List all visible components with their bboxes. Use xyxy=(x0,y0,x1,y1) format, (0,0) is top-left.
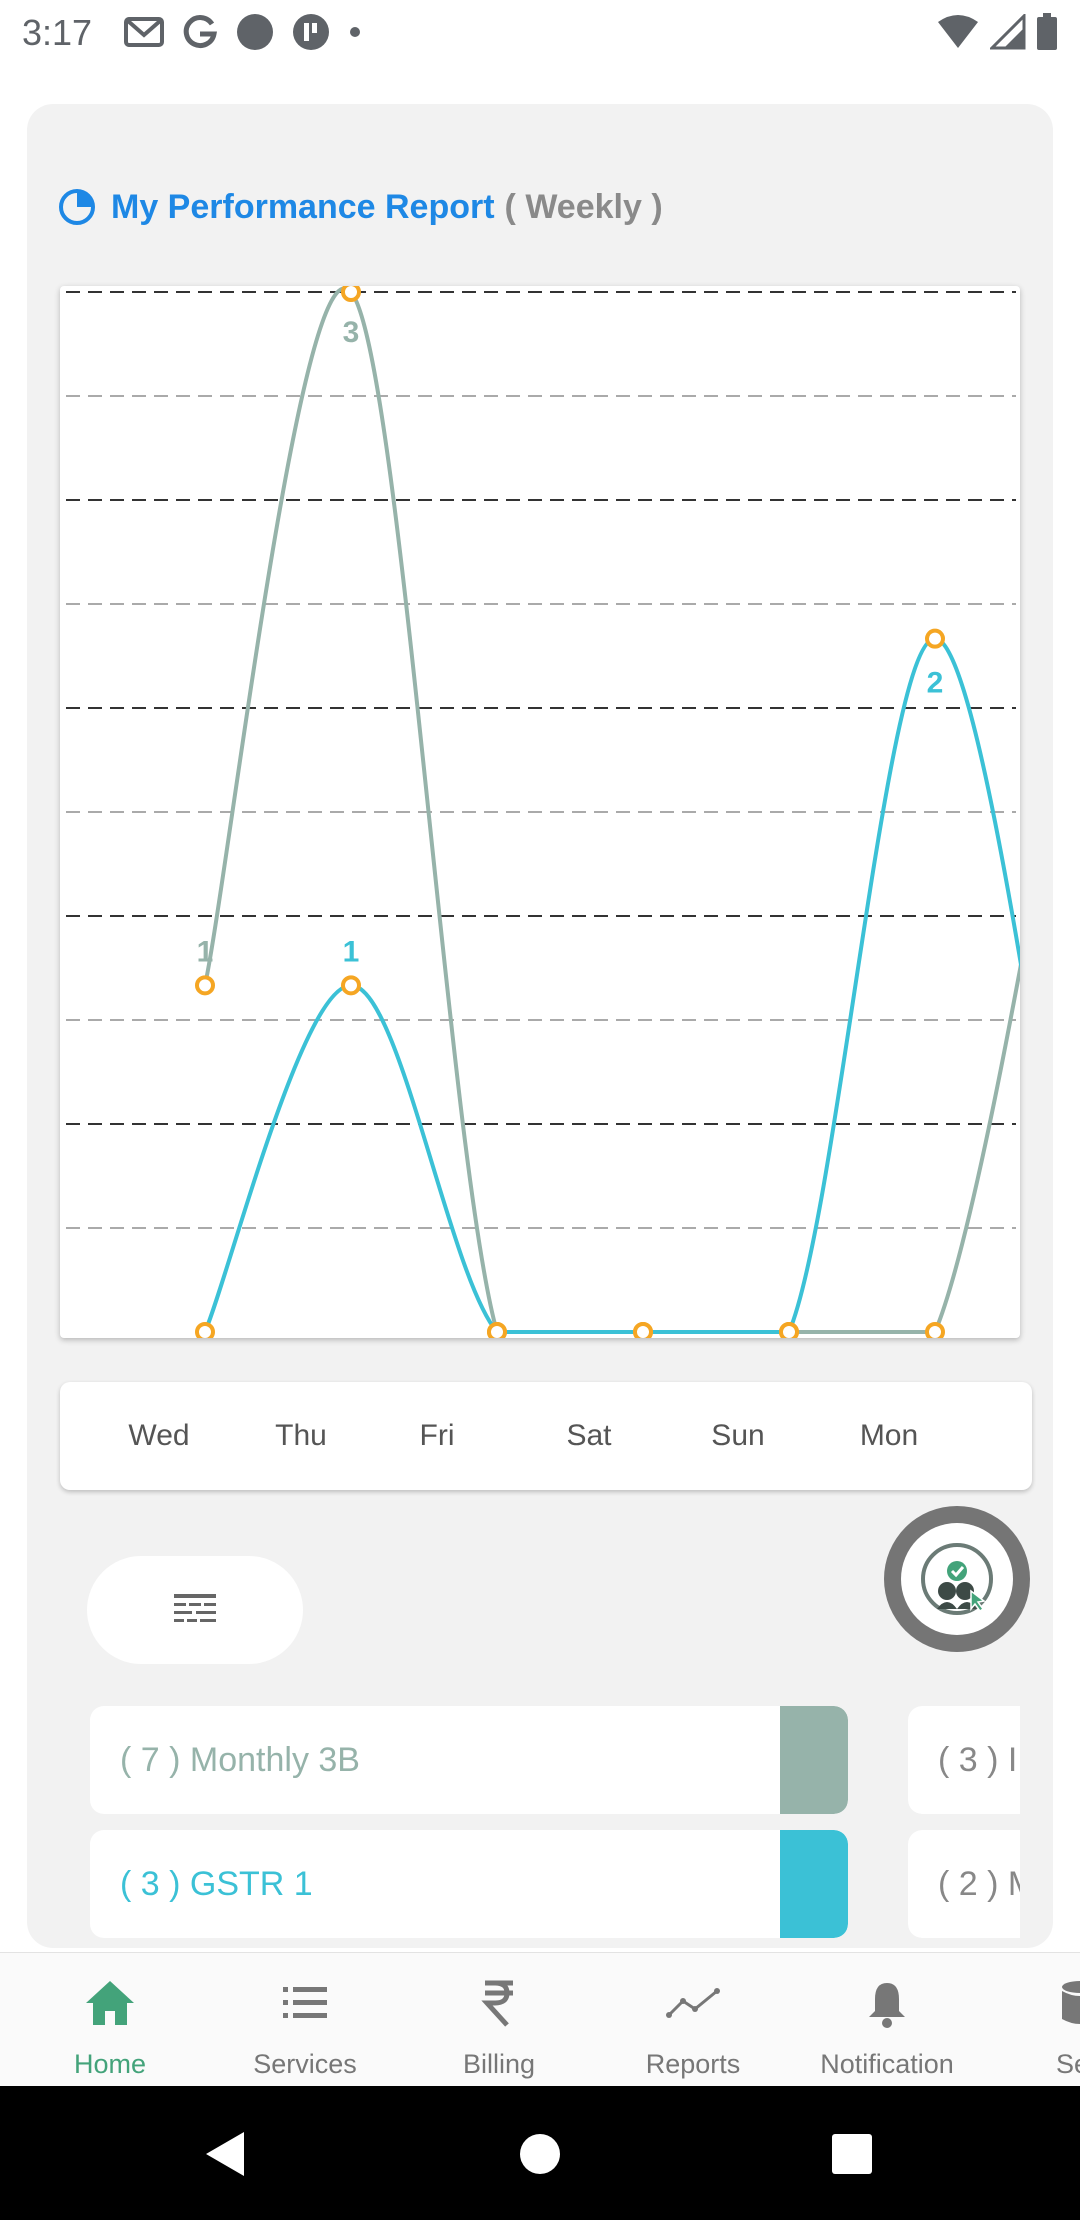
system-navigation-bar xyxy=(0,2086,1080,2220)
x-tick-label: Mon xyxy=(859,1419,919,1452)
x-tick-label: Wed xyxy=(128,1419,190,1452)
nav-item-search[interactable]: Sea xyxy=(983,1953,1080,2086)
data-point[interactable] xyxy=(195,1322,215,1338)
trend-icon xyxy=(666,1988,720,2018)
nav-label: Home xyxy=(73,2049,147,2079)
system-status-icons xyxy=(936,12,1058,52)
data-point[interactable] xyxy=(633,1322,653,1338)
legend-clipped-card: ( 2 ) M xyxy=(908,1830,1020,1938)
nav-item-billing[interactable]: Billing xyxy=(402,1953,596,2086)
nav-item-notification[interactable]: Notification xyxy=(790,1953,984,2086)
nav-label: Reports xyxy=(645,2049,741,2079)
gmail-icon xyxy=(124,17,164,47)
bell-icon xyxy=(869,1983,905,2028)
legend-swatch xyxy=(780,1706,848,1814)
filter-icon xyxy=(174,1594,216,1622)
report-period: ( Weekly ) xyxy=(504,187,663,226)
legend-item-clipped[interactable]: ( 2 ) M xyxy=(908,1830,1020,1938)
x-tick-label: Fri xyxy=(419,1419,455,1452)
report-header: My Performance Report ( Weekly ) xyxy=(57,182,663,232)
wifi-icon xyxy=(938,15,978,48)
legend-item-clipped[interactable]: ( 3 ) I xyxy=(908,1706,1020,1814)
series-line xyxy=(203,286,1020,1335)
report-title: My Performance Report xyxy=(111,187,495,226)
data-label: 3 xyxy=(343,316,360,349)
dot-icon xyxy=(350,27,360,37)
legend-item-gstr-1[interactable]: ( 3 ) GSTR 1 xyxy=(90,1830,848,1938)
legend-label: ( 7 ) Monthly 3B xyxy=(120,1741,360,1779)
home-circle-icon[interactable] xyxy=(512,2126,568,2182)
nav-label: Notification xyxy=(820,2049,954,2079)
legend-clipped-card: ( 3 ) I xyxy=(908,1706,1020,1814)
back-icon[interactable] xyxy=(198,2126,254,2182)
legend-item-monthly-3b[interactable]: ( 7 ) Monthly 3B xyxy=(90,1706,848,1814)
database-icon xyxy=(1062,1981,1080,2024)
nav-label: Billing xyxy=(462,2049,536,2079)
data-label: 1 xyxy=(343,935,360,968)
pie-chart-icon xyxy=(59,189,95,225)
google-icon xyxy=(183,15,217,49)
data-point[interactable] xyxy=(341,975,361,996)
signal-icon xyxy=(990,14,1026,50)
status-time: 3:17 xyxy=(22,12,93,53)
legend-label: ( 2 ) M xyxy=(938,1865,1020,1903)
list-icon xyxy=(283,1987,327,2018)
series-line xyxy=(203,636,1020,1335)
rupee-icon xyxy=(481,1980,513,2027)
circle-app-icon xyxy=(237,14,273,50)
data-point[interactable] xyxy=(341,286,361,302)
tp-app-icon xyxy=(293,14,329,50)
support-agent-icon xyxy=(921,1543,993,1615)
fab-inner xyxy=(901,1523,1013,1635)
line-chart-svg: 1 3 1 2 xyxy=(66,286,1020,1338)
legend-label: ( 3 ) GSTR 1 xyxy=(120,1865,313,1903)
nav-item-home[interactable]: Home xyxy=(13,1953,207,2086)
data-point[interactable] xyxy=(487,1322,507,1338)
data-point[interactable] xyxy=(195,975,215,996)
data-label: 2 xyxy=(927,667,944,700)
status-bar: 3:17 xyxy=(0,0,1080,66)
notification-icons xyxy=(124,12,362,52)
nav-item-services[interactable]: Services xyxy=(208,1953,402,2086)
x-tick-label: Sun xyxy=(711,1419,765,1452)
x-tick-label: Thu xyxy=(275,1419,327,1452)
recents-icon[interactable] xyxy=(824,2126,880,2182)
nav-item-reports[interactable]: Reports xyxy=(596,1953,790,2086)
legend-label: ( 3 ) I xyxy=(938,1741,1018,1779)
nav-label: Services xyxy=(253,2049,357,2079)
home-icon xyxy=(86,1981,134,2025)
data-label: 1 xyxy=(197,935,214,968)
x-tick-label: Sat xyxy=(566,1419,612,1452)
data-point[interactable] xyxy=(925,628,945,649)
legend-swatch xyxy=(780,1830,848,1938)
performance-chart: 1 3 1 2 xyxy=(60,286,1020,1338)
x-axis-labels: Wed Thu Fri Sat Sun Mon xyxy=(60,1382,1032,1490)
battery-icon xyxy=(1037,13,1057,50)
nav-label: Sea xyxy=(1055,2049,1080,2079)
filter-button[interactable] xyxy=(87,1556,303,1664)
data-point[interactable] xyxy=(779,1322,799,1338)
data-point[interactable] xyxy=(925,1322,945,1338)
bottom-navigation: Home Services Billing Reports Notificati… xyxy=(0,1952,1080,2086)
assistant-fab[interactable] xyxy=(884,1506,1030,1652)
